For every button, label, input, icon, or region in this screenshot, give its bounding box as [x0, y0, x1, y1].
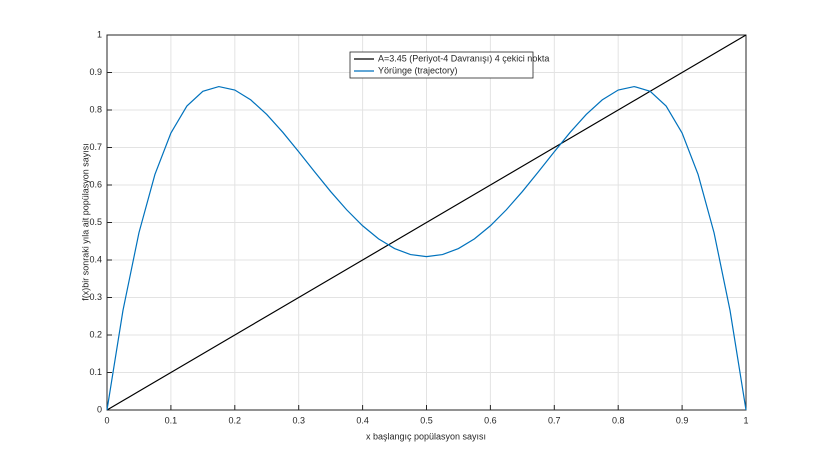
y-tick-label: 0.7	[89, 142, 102, 152]
x-tick-label: 0.4	[356, 415, 369, 425]
x-tick-label: 0.5	[420, 415, 433, 425]
x-tick-label: 0	[104, 415, 109, 425]
y-tick-label: 0	[97, 404, 102, 414]
x-tick-label: 0.7	[548, 415, 561, 425]
series-line	[106, 85, 747, 411]
x-tick-label: 0.3	[292, 415, 305, 425]
x-tick-label: 0.1	[165, 415, 178, 425]
y-tick-label: 0.5	[89, 217, 102, 227]
y-tick-label: 1	[97, 29, 102, 39]
y-tick-label: 0.3	[89, 292, 102, 302]
legend-box	[349, 51, 534, 79]
legend-label: Yörünge (trajectory)	[378, 65, 458, 75]
y-axis-label: f(x)bir sonraki yıla ait popülasyon sayı…	[80, 143, 90, 301]
legend-label: A=3.45 (Periyot-4 Davranışı) 4 çekici no…	[378, 53, 549, 63]
series-line	[106, 34, 747, 411]
y-tick-label: 0.8	[89, 104, 102, 114]
x-tick-label: 1	[743, 415, 748, 425]
y-tick-label: 0.4	[89, 254, 102, 264]
y-tick-label: 0.2	[89, 329, 102, 339]
x-tick-label: 0.2	[229, 415, 242, 425]
x-axis-label: x başlangıç popülasyon sayısı	[366, 431, 486, 441]
y-tick-label: 0.1	[89, 367, 102, 377]
plot-frame	[106, 34, 747, 411]
x-tick-label: 0.6	[484, 415, 497, 425]
x-tick-label: 0.8	[612, 415, 625, 425]
y-tick-label: 0.6	[89, 179, 102, 189]
y-tick-label: 0.9	[89, 67, 102, 77]
x-tick-label: 0.9	[676, 415, 689, 425]
